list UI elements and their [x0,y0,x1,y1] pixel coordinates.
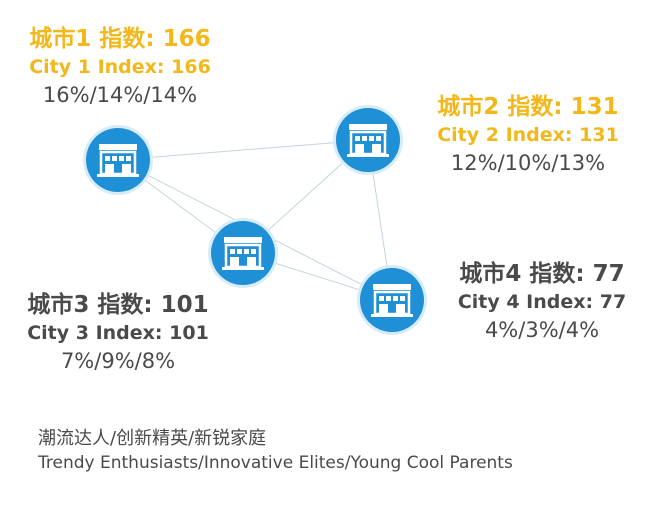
store-icon [97,144,139,177]
store-icon [222,237,264,270]
city-2-node [336,108,400,172]
segment-caption: 潮流达人/创新精英/新锐家庭 Trendy Enthusiasts/Innova… [38,426,558,474]
city-1-zh-index: 城市1 指数: 166 [29,26,211,52]
city-1-label: 城市1 指数: 166 City 1 Index: 166 16%/14%/14… [10,24,230,110]
city-2-en-index: City 2 Index: 131 [437,124,619,146]
city-1-node [86,128,150,192]
store-icon [347,124,389,157]
city-4-en-index: City 4 Index: 77 [457,291,627,313]
city-1-en-index: City 1 Index: 166 [29,56,211,78]
caption-zh: 潮流达人/创新精英/新锐家庭 [38,428,267,449]
city-3-node [211,221,275,285]
city-4-label: 城市4 指数: 77 City 4 Index: 77 4%/3%/4% [436,259,648,345]
city-2-percentages: 12%/10%/13% [450,151,606,175]
city-3-percentages: 7%/9%/8% [60,349,176,373]
link-city1-city2 [117,139,369,161]
city-1-percentages: 16%/14%/14% [42,83,198,107]
city-4-node [360,268,424,332]
store-icon [371,284,413,317]
city-4-zh-index: 城市4 指数: 77 [459,261,625,287]
caption-en: Trendy Enthusiasts/Innovative Elites/You… [38,453,513,473]
city-3-label: 城市3 指数: 101 City 3 Index: 101 7%/9%/8% [12,290,224,376]
city-2-label: 城市2 指数: 131 City 2 Index: 131 12%/10%/13… [418,92,638,178]
city-2-zh-index: 城市2 指数: 131 [437,94,619,120]
city-4-percentages: 4%/3%/4% [484,318,600,342]
city-3-en-index: City 3 Index: 101 [27,322,209,344]
city-3-zh-index: 城市3 指数: 101 [27,292,209,318]
